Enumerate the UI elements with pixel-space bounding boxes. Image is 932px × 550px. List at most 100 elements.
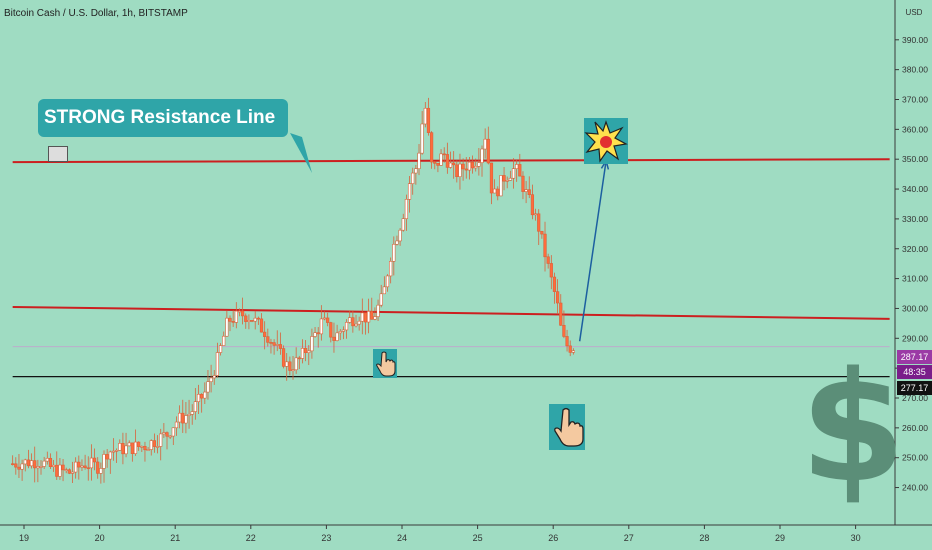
candle-body (20, 463, 24, 470)
candle-body (165, 432, 169, 437)
candle-body (433, 161, 437, 164)
candle-body (241, 310, 245, 317)
x-tick-label: 25 (473, 533, 483, 543)
candle-body (291, 369, 295, 372)
y-tick-label: 390.00 (902, 35, 928, 45)
candle-body (146, 449, 150, 451)
candle-body (341, 329, 346, 332)
candle-body (105, 454, 109, 460)
candle-body (430, 132, 434, 163)
candle-body (477, 162, 481, 167)
pointing-hand-tile-large (549, 404, 585, 450)
candle-body (502, 175, 506, 182)
y-tick-label: 360.00 (902, 124, 928, 134)
candle-body (58, 464, 62, 477)
projection-arrow (578, 160, 607, 342)
candle-body (322, 317, 327, 320)
candle-body (159, 433, 163, 447)
candle-body (486, 138, 490, 164)
y-tick-label: 380.00 (902, 65, 928, 75)
candle-body (74, 461, 78, 473)
candle-body (344, 322, 349, 331)
candle-body (367, 311, 371, 323)
candle-body (316, 332, 320, 335)
candle-body (61, 464, 65, 471)
candle-body (247, 320, 251, 322)
candle-body (36, 466, 40, 469)
y-tick-label: 290.00 (902, 333, 928, 343)
candle-body (215, 352, 220, 376)
candle-body (231, 321, 235, 323)
y-tick-label: 320.00 (902, 244, 928, 254)
candle-body (493, 188, 497, 194)
candle-body (218, 345, 223, 353)
countdown-tag: 48:35 (897, 365, 932, 379)
candle-body (39, 466, 43, 468)
dollar-sign: $ (800, 339, 906, 516)
candle-body (540, 230, 544, 235)
candle-body (168, 435, 172, 438)
candle-body (155, 446, 160, 448)
candle-body (23, 459, 27, 465)
trend-line (12, 305, 890, 320)
y-tick-label: 350.00 (902, 154, 928, 164)
candle-body (499, 175, 503, 197)
y-tick-label: 310.00 (902, 274, 928, 284)
x-tick-label: 20 (95, 533, 105, 543)
x-tick-label: 22 (246, 533, 256, 543)
candle-body (464, 168, 468, 171)
candle-body (332, 336, 336, 341)
candle-body (461, 163, 465, 170)
callout-text: STRONG Resistance Line (44, 107, 276, 128)
candle-body (212, 375, 216, 379)
candle-body (448, 162, 453, 168)
candle-body (184, 415, 188, 424)
candle-body (193, 401, 197, 412)
candle-body (222, 335, 226, 346)
candle-body (414, 168, 418, 174)
candle-body (152, 440, 157, 447)
candle-body (304, 348, 308, 353)
x-tick-label: 30 (851, 533, 861, 543)
candle-body (398, 229, 402, 242)
candle-body (508, 177, 512, 181)
candle-body (33, 460, 37, 469)
candle-body (389, 261, 393, 277)
y-tick-label: 240.00 (902, 483, 928, 493)
y-tick-label: 250.00 (902, 453, 928, 463)
candle-body (401, 218, 405, 231)
candle-body (124, 445, 128, 455)
candle-body (133, 441, 138, 454)
y-tick-label: 300.00 (902, 303, 928, 313)
candle-body (200, 393, 204, 399)
candle-body (313, 332, 317, 337)
candle-body (99, 468, 103, 474)
candle-body (357, 320, 361, 325)
candle-body (326, 317, 330, 323)
candle-body (288, 361, 292, 371)
candle-body (480, 148, 484, 163)
candle-body (423, 107, 427, 125)
candle-body (392, 243, 396, 262)
candle-body (335, 332, 339, 341)
candle-body (234, 310, 238, 323)
candle-body (102, 454, 106, 469)
candle-body (92, 457, 97, 463)
candle-body (294, 357, 298, 371)
candle-body (562, 324, 566, 337)
candle-body (354, 323, 358, 327)
candle-body (149, 440, 153, 450)
candle-body (121, 443, 125, 455)
candle-body (474, 166, 478, 169)
candle-body (417, 152, 421, 169)
candle-body (108, 451, 112, 460)
candle-body (420, 123, 424, 154)
candle-body (171, 427, 175, 437)
candle-body (190, 411, 194, 415)
candle-body (253, 317, 257, 322)
candle-body (546, 256, 550, 264)
candle-body (407, 183, 412, 200)
candle-body (363, 312, 368, 323)
candle-body (269, 342, 273, 344)
